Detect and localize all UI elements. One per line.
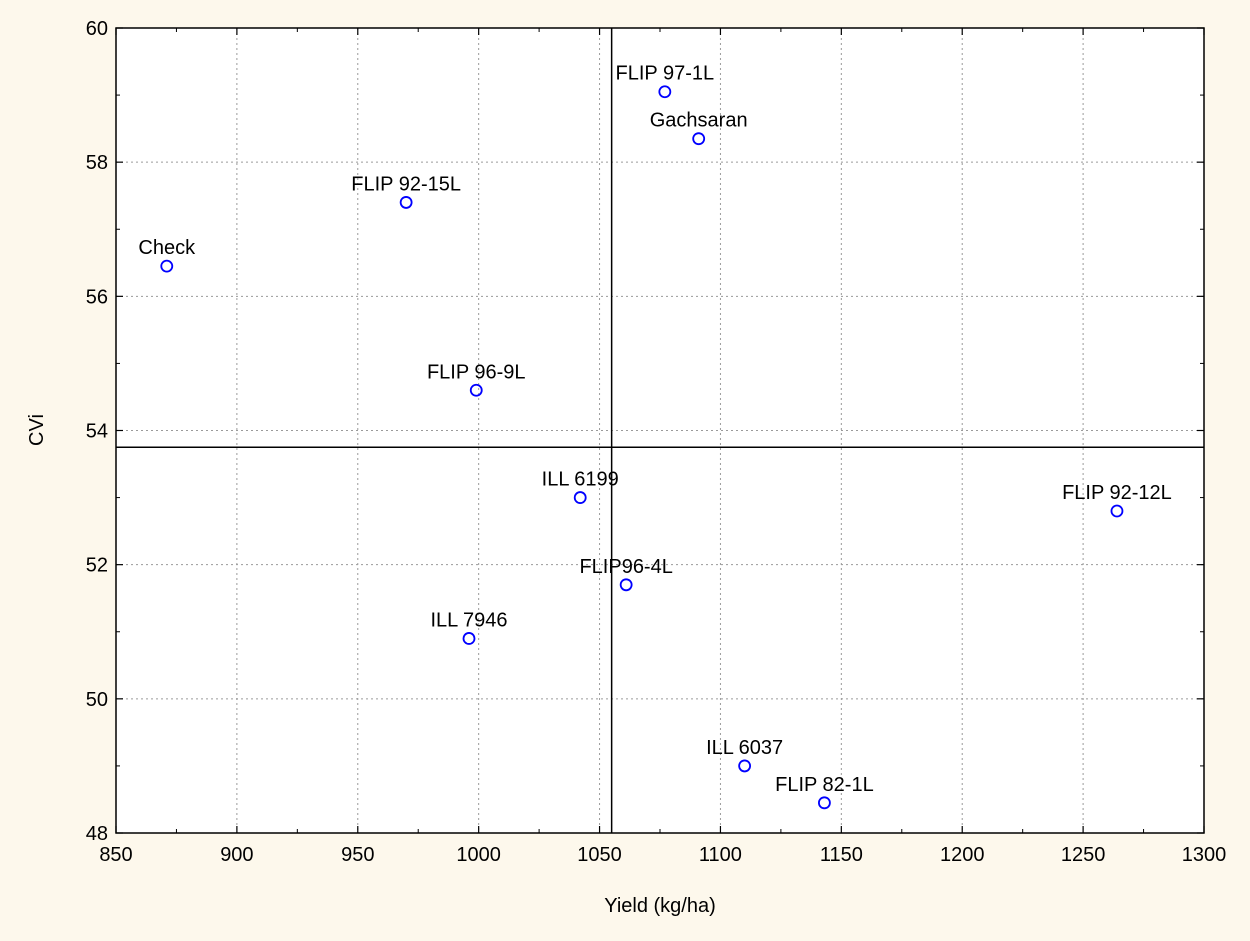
data-point-label: FLIP 92-12L [1062,482,1172,504]
y-tick-label: 52 [86,555,108,577]
reference-lines [116,28,1204,833]
x-axis-title: Yield (kg/ha) [604,895,716,917]
x-tick-label: 1150 [820,844,863,866]
y-tick-label: 58 [86,152,108,174]
data-point-marker [738,759,752,773]
axis-ticks: 850 900 950 1000 1050 1100 1150 1200 1250 1300 48 5… [86,18,1227,866]
data-point-label: FLIP 97-1L [616,63,715,85]
data-point-marker [619,578,633,592]
data-point-marker [462,632,476,645]
data-point-label: FLIP 92-15L [351,173,461,195]
grid [116,28,1204,833]
y-tick-label: 56 [86,286,108,308]
x-tick-label: 1100 [699,844,742,866]
y-tick-label: 48 [86,823,108,845]
data-point-label: ILL 6199 [542,469,619,491]
x-tick-label: 1200 [940,844,985,866]
x-tick-label: 1000 [456,844,501,866]
data-points: FLIP 97-1L Gachsaran FLIP 92-15L Check FLIP … [138,63,1172,810]
data-point-label: ILL 7946 [430,609,507,631]
data-point-marker [573,491,587,504]
y-tick-label: 50 [86,689,108,711]
data-point-label: ILL 6037 [706,737,783,759]
x-tick-label: 1250 [1061,844,1106,866]
data-point-marker [692,132,706,146]
x-tick-label: 850 [99,844,132,866]
y-axis-title: CVi [26,414,48,446]
data-point-label: FLIP 82-1L [775,774,874,796]
y-tick-label: 54 [86,421,108,443]
data-point-marker [658,85,672,99]
data-point-label: Check [138,237,196,259]
x-tick-label: 1050 [577,844,622,866]
data-point-marker [469,383,483,397]
data-point-marker [399,196,413,209]
x-tick-label: 900 [220,844,253,866]
data-point-label: FLIP 96-9L [427,361,526,383]
y-tick-label: 60 [86,18,108,40]
data-point-marker [1110,504,1124,518]
x-tick-label: 950 [341,844,374,866]
data-point-marker [160,259,174,273]
data-point-marker [818,796,831,810]
plot-area [116,28,1204,833]
data-point-label: FLIP96-4L [579,556,672,578]
data-point-label: Gachsaran [650,110,748,132]
x-tick-label: 1300 [1182,844,1227,866]
